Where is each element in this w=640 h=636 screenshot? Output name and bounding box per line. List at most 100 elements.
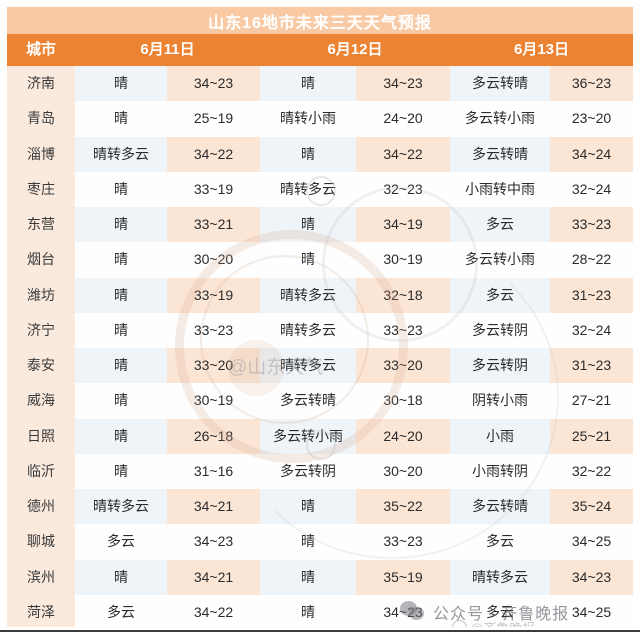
column-header-city: 城市 (25, 41, 56, 58)
cell-day2-weather: 晴 (260, 66, 356, 102)
cell-day2-temp: 33~20 (356, 348, 450, 384)
cell-day3-temp: 23~20 (550, 101, 633, 137)
column-header-day1: 6月11日 (140, 41, 195, 58)
cell-day1-temp: 34~23 (167, 524, 260, 560)
page-title: 山东16地市未来三天天气预报 (208, 14, 432, 32)
cell-day3-temp: 34~25 (550, 524, 633, 560)
forecast-table-body: 济南晴 34~23 晴 34~23 多云转晴 36~23 青岛晴 25~19 晴转小雨 24~20… (7, 66, 633, 630)
cell-city: 青岛 (7, 101, 75, 137)
cell-day1-weather: 晴转多云 (75, 136, 167, 172)
cell-day2-weather: 多云转小雨 (260, 418, 356, 454)
cell-day2-weather: 晴转多云 (260, 171, 356, 207)
cell-day1-temp: 33~19 (167, 277, 260, 313)
cell-day3-temp: 36~23 (550, 66, 633, 102)
cell-day2-weather: 晴转多云 (260, 312, 356, 348)
cell-day2-temp: 30~20 (356, 453, 450, 489)
card-border-top (0, 0, 640, 7)
cell-day1-weather: 晴 (75, 242, 167, 278)
cell-day3-temp: 32~24 (550, 312, 633, 348)
cell-day2-temp: 32~23 (356, 171, 450, 207)
card-border-left (0, 0, 7, 636)
cell-day1-weather: 晴 (75, 312, 167, 348)
cell-day1-weather: 晴 (75, 66, 167, 102)
cell-day2-temp: 34~23 (356, 66, 450, 102)
cell-day2-temp: 24~20 (356, 101, 450, 137)
cell-city: 临沂 (7, 453, 75, 489)
cell-city: 德州 (7, 489, 75, 525)
cell-day3-weather: 多云转晴 (450, 66, 550, 102)
cell-day1-temp: 34~21 (167, 559, 260, 595)
card-bottom-rule (0, 630, 640, 632)
table-row: 日照晴 26~18 多云转小雨 24~20 小雨 25~21 (7, 418, 633, 454)
cell-day1-temp: 34~23 (167, 66, 260, 102)
table-row: 东营晴 33~21 晴 34~19 多云 33~23 (7, 207, 633, 243)
cell-day3-weather: 阴转小雨 (450, 383, 550, 419)
cell-day3-temp: 27~21 (550, 383, 633, 419)
cell-day3-weather: 多云转小雨 (450, 101, 550, 137)
cell-city: 枣庄 (7, 171, 75, 207)
cell-day2-temp: 30~19 (356, 242, 450, 278)
cell-day2-temp: 34~19 (356, 207, 450, 243)
card-border-right (633, 0, 640, 636)
card-title-band: 山东16地市未来三天天气预报 (7, 7, 633, 34)
cell-day1-weather: 晴 (75, 101, 167, 137)
cell-day1-temp: 34~22 (167, 594, 260, 630)
table-row: 泰安晴 33~20 晴转多云 33~20 多云转阴 31~23 (7, 348, 633, 384)
cell-day2-weather: 晴转多云 (260, 348, 356, 384)
cell-day1-weather: 晴 (75, 348, 167, 384)
cell-day2-weather: 晴 (260, 242, 356, 278)
cell-day2-weather: 晴转多云 (260, 277, 356, 313)
cell-day1-temp: 31~16 (167, 453, 260, 489)
cell-city: 济宁 (7, 312, 75, 348)
cell-day1-weather: 晴 (75, 453, 167, 489)
cell-day2-temp: 35~22 (356, 489, 450, 525)
cell-day1-temp: 30~19 (167, 383, 260, 419)
cell-day3-weather: 多云转阴 (450, 348, 550, 384)
table-row: 济南晴 34~23 晴 34~23 多云转晴 36~23 (7, 66, 633, 102)
cell-day1-weather: 晴 (75, 418, 167, 454)
table-row: 德州 晴转多云 34~21 晴 35~22 多云转晴 35~24 (7, 489, 633, 525)
cell-city: 滨州 (7, 559, 75, 595)
cell-day3-weather: 多云转晴 (450, 489, 550, 525)
cell-day2-weather: 晴 (260, 489, 356, 525)
table-header-row: 城市 6月11日 6月12日 6月13日 (7, 34, 633, 66)
cell-day2-weather: 晴 (260, 207, 356, 243)
cell-day3-weather: 多云 (450, 594, 550, 630)
cell-day1-temp: 33~21 (167, 207, 260, 243)
cell-city: 日照 (7, 418, 75, 454)
cell-day2-weather: 多云转晴 (260, 383, 356, 419)
table-row: 威海晴 30~19 多云转晴 30~18 阴转小雨 27~21 (7, 383, 633, 419)
cell-day1-weather: 晴 (75, 277, 167, 313)
cell-city: 东营 (7, 207, 75, 243)
cell-day2-weather: 晴转小雨 (260, 101, 356, 137)
cell-day1-temp: 33~20 (167, 348, 260, 384)
cell-day3-temp: 34~24 (550, 136, 633, 172)
cell-day3-weather: 多云转晴 (450, 136, 550, 172)
cell-day3-weather: 小雨转中雨 (450, 171, 550, 207)
cell-day1-temp: 34~21 (167, 489, 260, 525)
cell-city: 威海 (7, 383, 75, 419)
cell-city: 济南 (7, 66, 75, 102)
column-header-day2: 6月12日 (327, 41, 383, 58)
table-row: 菏泽 多云 34~22 晴 34~23 多云 34~25 (7, 594, 633, 630)
cell-day3-temp: 34~25 (550, 594, 633, 630)
cell-day2-temp: 33~23 (356, 312, 450, 348)
cell-day2-temp: 32~18 (356, 277, 450, 313)
table-row: 青岛晴 25~19 晴转小雨 24~20 多云转小雨 23~20 (7, 101, 633, 137)
cell-day3-temp: 31~23 (550, 348, 633, 384)
cell-day2-temp: 30~18 (356, 383, 450, 419)
cell-city: 烟台 (7, 242, 75, 278)
cell-city: 聊城 (7, 524, 75, 560)
table-row: 临沂晴 31~16 多云转阴 30~20 小雨转阴 32~22 (7, 453, 633, 489)
cell-day2-weather: 晴 (260, 594, 356, 630)
cell-day3-temp: 32~24 (550, 171, 633, 207)
cell-day3-temp: 32~22 (550, 453, 633, 489)
cell-day3-temp: 28~22 (550, 242, 633, 278)
cell-day1-weather: 晴 (75, 383, 167, 419)
cell-day3-weather: 多云转小雨 (450, 242, 550, 278)
cell-day1-temp: 30~20 (167, 242, 260, 278)
cell-city: 淄博 (7, 136, 75, 172)
cell-day2-weather: 多云转阴 (260, 453, 356, 489)
table-row: 烟台晴 30~20 晴 30~19 多云转小雨 28~22 (7, 242, 633, 278)
